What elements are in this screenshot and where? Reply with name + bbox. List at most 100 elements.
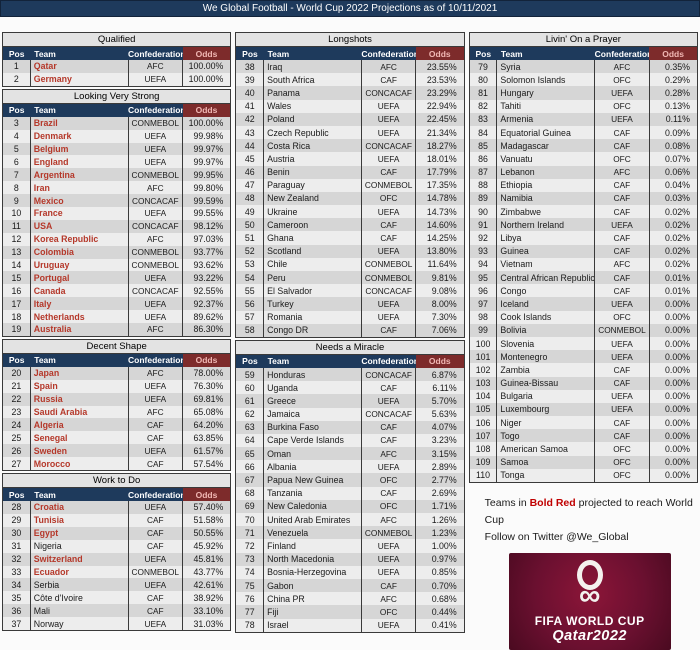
cell-team: Ecuador [30,565,129,579]
cell-confederation: UEFA [594,389,650,403]
cell-odds: 11.64% [415,257,464,271]
cell-pos: 56 [236,297,265,311]
column-header-team: Team [30,488,129,502]
table-row: 109 Samoa OFC 0.00% [469,455,697,469]
cell-pos: 52 [236,244,265,258]
cell-pos: 70 [236,513,265,527]
cell-odds: 0.44% [415,605,464,619]
cell-team: Cape Verde Islands [263,433,362,448]
cell-odds: 0.00% [649,389,697,403]
cell-odds: 99.97% [182,155,231,169]
cell-odds: 57.40% [182,501,231,514]
cell-team: Jamaica [263,407,362,421]
cell-confederation: CONMEBOL [594,323,650,337]
table-row: 74 Bosnia-Herzegovina UEFA 0.85% [236,565,464,579]
cell-pos: 101 [469,350,498,364]
table-row: 67 Papua New Guinea OFC 2.77% [236,473,464,487]
cell-odds: 45.92% [182,539,231,553]
table-row: 43 Czech Republic UEFA 21.34% [236,125,464,140]
cell-confederation: UEFA [594,112,650,126]
cell-pos: 33 [3,565,31,579]
table-row: 32 Switzerland UEFA 45.81% [3,552,231,566]
cell-team: North Macedonia [263,552,362,566]
table-row: 62 Jamaica CONCACAF 5.63% [236,407,464,421]
table-row: 11 USA CONCACAF 98.12% [3,219,231,233]
cell-odds: 4.07% [415,420,464,434]
table-row: 5 Belgium UEFA 99.97% [3,142,231,156]
cell-odds: 98.12% [182,219,231,233]
cell-odds: 6.11% [415,381,464,395]
cell-team: Italy [30,297,129,311]
cell-pos: 96 [469,284,498,298]
cell-odds: 23.53% [415,73,464,87]
cell-confederation: CAF [361,420,417,434]
cell-team: Benin [263,165,362,179]
cell-odds: 8.00% [415,297,464,311]
cell-odds: 100.00% [182,116,231,130]
cell-odds: 92.55% [182,284,231,298]
cell-odds: 0.04% [649,178,697,192]
cell-confederation: UEFA [128,271,184,285]
cell-odds: 0.11% [649,112,697,126]
column-header-pos: Pos [3,488,31,502]
cell-team: Equatorial Guinea [496,125,596,140]
table-row: 1 Qatar AFC 100.00% [3,60,231,73]
table-row: 80 Solomon Islands OFC 0.29% [469,73,697,87]
cell-confederation: UEFA [128,617,184,630]
cell-confederation: UEFA [128,72,184,86]
cell-team: Greece [263,394,362,408]
cell-odds: 0.00% [649,310,697,324]
cell-odds: 57.54% [182,457,231,471]
table-row: 103 Guinea-Bissau CAF 0.00% [469,376,697,390]
cell-confederation: UEFA [128,155,184,169]
cell-team: Iraq [263,60,362,74]
cell-team: Niger [496,416,596,430]
cell-team: South Africa [263,73,362,87]
cell-confederation: CAF [594,244,650,258]
cell-team: Montenegro [496,350,596,364]
cell-pos: 91 [469,218,498,232]
cell-pos: 63 [236,420,265,434]
cell-confederation: CAF [594,139,650,153]
cell-team: Fiji [263,605,362,619]
cell-odds: 92.37% [182,297,231,311]
cell-odds: 0.02% [649,244,697,258]
cell-confederation: CAF [361,433,417,448]
cell-pos: 66 [236,460,265,474]
cell-pos: 5 [3,142,31,156]
cell-odds: 22.94% [415,99,464,113]
cell-odds: 1.71% [415,499,464,513]
table-row: 72 Finland UEFA 1.00% [236,539,464,553]
cell-pos: 3 [3,116,31,130]
table-row: 106 Niger CAF 0.00% [469,416,697,430]
cell-team: Korea Republic [30,232,129,246]
cell-team: Turkey [263,297,362,311]
column-header-odds: Odds [182,353,231,367]
cell-odds: 0.00% [649,402,697,417]
cell-confederation: CAF [594,231,650,245]
cell-team: El Salvador [263,284,362,298]
cell-team: Ghana [263,231,362,245]
cell-odds: 89.62% [182,310,231,324]
table-row: 64 Cape Verde Islands CAF 3.23% [236,433,464,448]
cell-odds: 99.98% [182,129,231,143]
table-row: 60 Uganda CAF 6.11% [236,381,464,395]
column-header-odds: Odds [182,47,231,60]
cell-pos: 79 [469,60,498,74]
cell-odds: 38.92% [182,591,231,605]
cell-pos: 61 [236,394,265,408]
cell-team: France [30,207,129,220]
cell-confederation: CONCACAF [128,194,184,208]
cell-pos: 89 [469,191,498,206]
cell-pos: 1 [3,60,31,73]
table-row: 79 Syria AFC 0.35% [469,60,697,74]
cell-odds: 99.80% [182,181,231,195]
column-header-odds: Odds [182,103,231,117]
cell-confederation: CAF [594,191,650,206]
cell-team: United Arab Emirates [263,513,362,527]
cell-team: Syria [496,60,596,74]
column-header-team: Team [30,353,129,367]
table-row: 73 North Macedonia UEFA 0.97% [236,552,464,566]
cell-team: Slovenia [496,336,596,351]
cell-confederation: UEFA [361,460,417,474]
